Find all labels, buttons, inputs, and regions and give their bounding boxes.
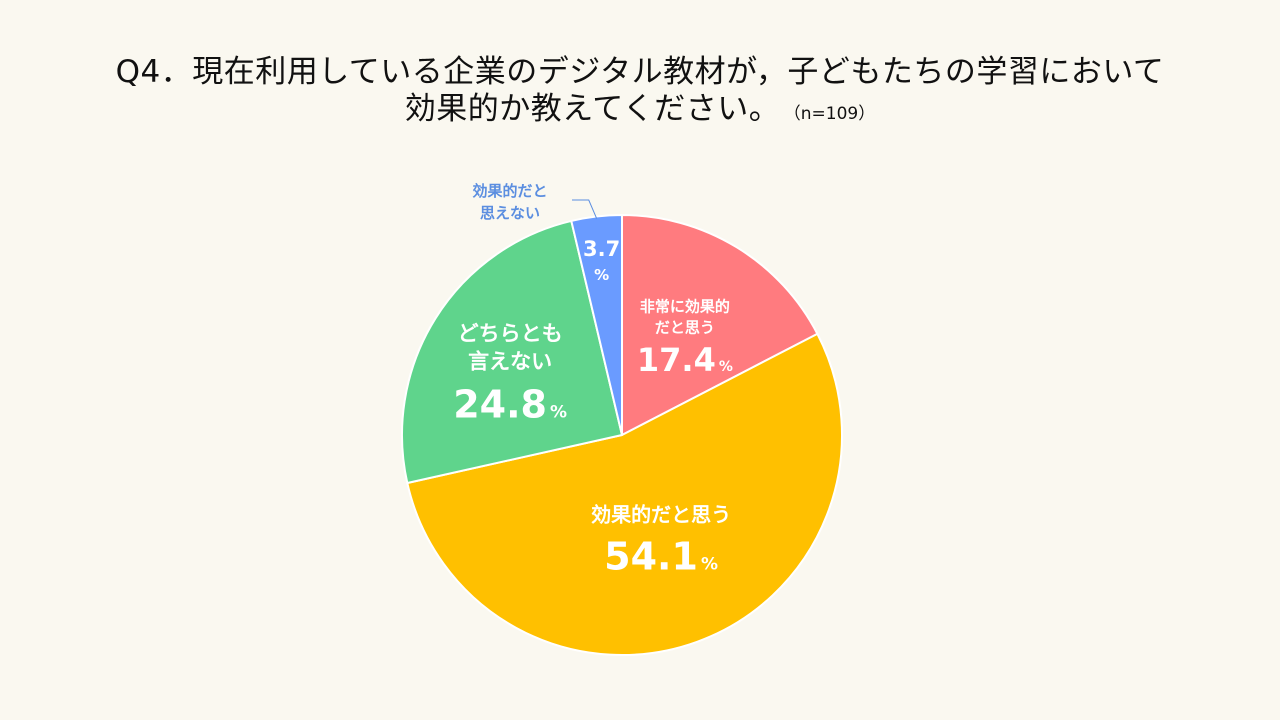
chart-title: Q4．現在利用している企業のデジタル教材が，子どもたちの学習において 効果的か教… (0, 54, 1280, 133)
chart-title-line-2-text: 効果的か教えてください。 (404, 91, 781, 127)
pie-category-label-1-2: だと思う (655, 318, 715, 336)
chart-title-line-1: Q4．現在利用している企業のデジタル教材が，子どもたちの学習において (115, 54, 1165, 90)
pie-category-label-1-1: 非常に効果的 (640, 297, 730, 315)
pie-leader-line-4 (572, 199, 598, 219)
pie-value-2: 54.1% (604, 535, 718, 579)
pie-category-label-3-2: 言えない (468, 349, 552, 373)
pie-slice-3 (401, 219, 623, 484)
sample-size: （n=109） (792, 104, 876, 124)
pie-slice-1 (621, 214, 819, 436)
pie-value-1: 17.4% (637, 341, 733, 379)
pie-slice-4 (570, 214, 623, 436)
pie-category-label-4-1: 効果的だと (472, 182, 547, 200)
pie-category-label-2-1: 効果的だと思う (591, 503, 731, 527)
pie-category-label-3-1: どちらとも (458, 321, 563, 345)
pie-category-label-4-2: 思えない (480, 204, 540, 222)
pie-slice-2 (406, 332, 843, 656)
pie-label-2: 効果的だと思う 54.1% (591, 503, 731, 579)
chart-title-line-2: 効果的か教えてください。 （n=109） (0, 91, 1280, 133)
pie-unit-4: % (594, 266, 609, 284)
pie-value-3: 24.8% (453, 382, 567, 426)
pie-slices (401, 214, 843, 656)
pie-value-4: 3.7 (583, 237, 620, 261)
